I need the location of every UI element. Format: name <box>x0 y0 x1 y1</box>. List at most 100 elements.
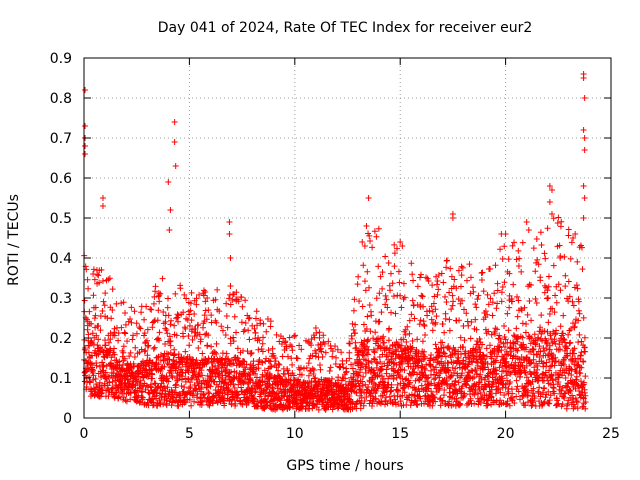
data-point <box>474 296 481 303</box>
data-point <box>202 298 209 305</box>
data-point <box>522 369 529 376</box>
data-point <box>476 335 483 342</box>
y-tick-label: 0.4 <box>50 251 72 267</box>
data-points <box>81 71 589 413</box>
data-point <box>380 333 387 340</box>
data-point <box>245 371 252 378</box>
data-point <box>85 331 92 338</box>
data-point <box>577 352 584 359</box>
data-point <box>475 292 482 299</box>
data-point <box>90 372 97 379</box>
data-point <box>218 323 225 330</box>
data-point <box>316 361 323 368</box>
data-point <box>493 370 500 377</box>
data-point <box>429 282 436 289</box>
data-point <box>414 371 421 378</box>
data-point <box>434 278 441 285</box>
data-point <box>510 332 517 339</box>
data-point <box>145 342 152 349</box>
data-point <box>87 379 94 386</box>
data-point <box>241 358 248 365</box>
data-point <box>393 245 400 252</box>
data-point <box>530 385 537 392</box>
data-point <box>357 387 364 394</box>
data-point <box>407 348 414 355</box>
data-point <box>256 357 263 364</box>
data-point <box>580 183 587 189</box>
data-point <box>389 280 396 287</box>
data-point <box>412 363 419 370</box>
data-point <box>122 321 129 328</box>
data-point <box>570 396 577 403</box>
data-point <box>255 346 262 353</box>
data-point <box>560 336 567 343</box>
data-point <box>432 321 439 328</box>
data-point <box>186 322 193 329</box>
data-point <box>120 299 127 306</box>
data-point <box>182 398 189 405</box>
data-point <box>514 293 521 300</box>
data-point <box>449 364 456 371</box>
data-point <box>174 377 181 384</box>
data-point <box>501 392 508 399</box>
data-point <box>383 296 390 303</box>
data-point <box>500 340 507 347</box>
data-point <box>229 396 236 403</box>
data-point <box>482 308 489 315</box>
data-point <box>468 318 475 325</box>
data-point <box>501 323 508 330</box>
data-point <box>491 345 498 352</box>
data-point <box>319 381 326 388</box>
data-point <box>428 367 435 374</box>
data-point <box>395 387 402 394</box>
data-point <box>118 300 125 307</box>
data-point <box>184 367 191 374</box>
data-point <box>95 322 102 329</box>
data-point <box>327 364 334 371</box>
data-point <box>507 352 514 359</box>
data-point <box>250 358 257 365</box>
data-point <box>517 396 524 403</box>
data-point <box>322 349 329 356</box>
data-point <box>246 336 253 343</box>
data-point <box>418 292 425 299</box>
data-point <box>475 390 482 397</box>
data-point <box>182 348 189 355</box>
data-point <box>544 295 551 302</box>
data-point <box>577 370 584 377</box>
data-point <box>267 364 274 371</box>
data-point <box>289 361 296 368</box>
data-point <box>175 351 182 358</box>
data-point <box>210 400 217 407</box>
data-point <box>568 371 575 378</box>
data-point <box>460 344 467 351</box>
data-point <box>386 325 393 332</box>
data-point <box>124 338 131 345</box>
data-point <box>388 356 395 363</box>
data-point <box>432 375 439 382</box>
data-point <box>470 349 477 356</box>
data-point <box>550 215 557 222</box>
data-point <box>188 375 195 382</box>
data-point <box>422 332 429 339</box>
data-point <box>573 398 580 405</box>
data-point <box>367 237 374 244</box>
data-point <box>385 362 392 369</box>
data-point <box>235 391 242 398</box>
chart-title: Day 041 of 2024, Rate Of TEC Index for r… <box>158 20 533 36</box>
data-point <box>131 353 138 360</box>
data-point <box>492 262 499 269</box>
data-point <box>545 294 552 301</box>
data-point <box>164 360 171 367</box>
data-point <box>513 377 520 384</box>
data-point <box>164 384 171 391</box>
data-point <box>549 305 556 312</box>
data-point <box>544 287 551 294</box>
data-point <box>122 397 129 404</box>
data-point <box>555 379 562 386</box>
data-point <box>409 354 416 361</box>
data-point <box>457 300 464 307</box>
data-point <box>553 327 560 334</box>
data-point <box>255 365 262 372</box>
